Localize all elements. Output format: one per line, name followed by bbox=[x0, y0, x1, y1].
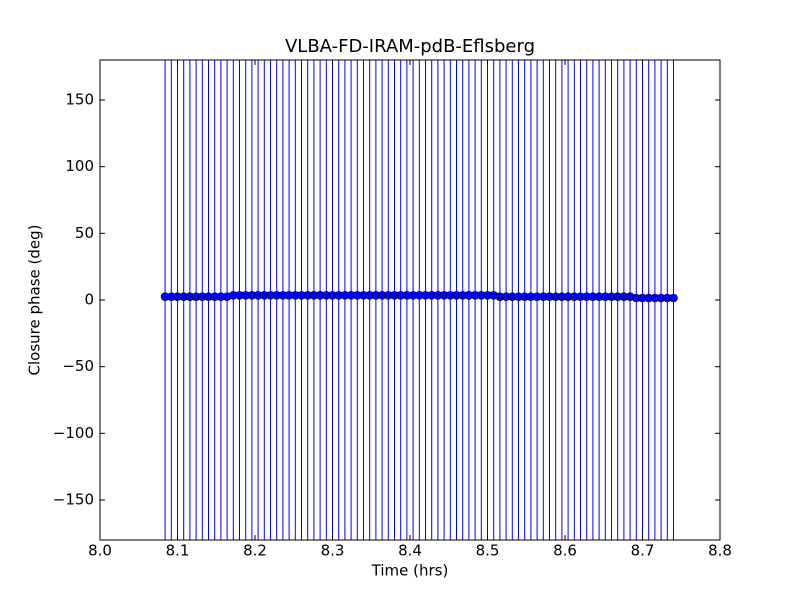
x-tick-label: 8.8 bbox=[708, 542, 732, 560]
x-tick-label: 8.2 bbox=[243, 542, 267, 560]
x-tick-label: 8.5 bbox=[476, 542, 500, 560]
axes: 8.0 8.1 8.2 8.3 8.4 8.5 8.6 8.7 8.8 −150 −100 −50 0 5… bbox=[53, 59, 732, 560]
x-tick-label: 8.7 bbox=[631, 542, 655, 560]
y-tick-label: 50 bbox=[75, 224, 94, 242]
x-tick-label: 8.3 bbox=[321, 542, 345, 560]
x-axis-label: Time (hrs) bbox=[371, 562, 449, 580]
data-point bbox=[669, 293, 678, 303]
x-tick-label: 8.4 bbox=[398, 542, 422, 560]
y-tick-label: 100 bbox=[65, 157, 94, 175]
plot-area bbox=[160, 60, 678, 540]
y-axis-label: Closure phase (deg) bbox=[26, 225, 44, 376]
x-tick-label: 8.6 bbox=[553, 542, 577, 560]
y-tick-label: 0 bbox=[84, 291, 94, 309]
x-tick-label: 8.1 bbox=[166, 542, 190, 560]
y-tick-label: 150 bbox=[65, 91, 94, 109]
y-tick-label: −50 bbox=[62, 357, 94, 375]
y-tick-label: −100 bbox=[53, 424, 94, 442]
chart-title: VLBA-FD-IRAM-pdB-Eflsberg bbox=[285, 36, 535, 57]
x-tick-label: 8.0 bbox=[88, 542, 112, 560]
y-tick-label: −150 bbox=[53, 491, 94, 509]
